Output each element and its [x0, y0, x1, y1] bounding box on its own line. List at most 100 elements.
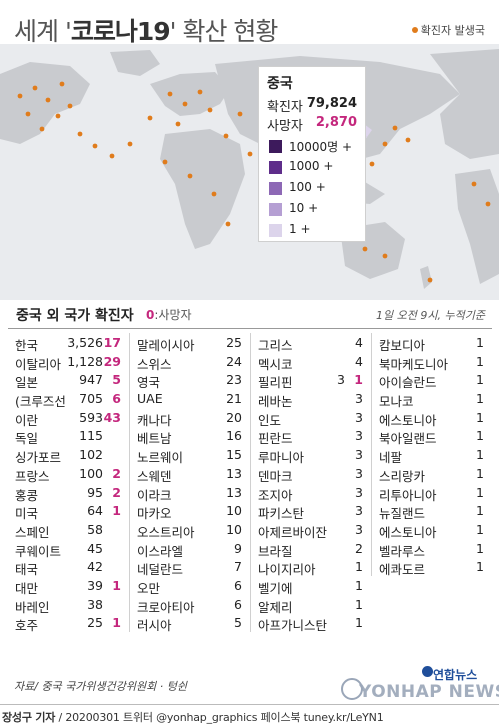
confirmed-count: 1: [476, 409, 484, 425]
confirmed-count: 3: [355, 484, 363, 500]
confirmed-count: 64: [87, 503, 103, 519]
china-box-title: 중국: [267, 76, 293, 92]
country-name: 싱가포르: [15, 450, 62, 466]
country-name: 스리랑카: [379, 468, 426, 484]
confirmed-count: 3,526: [67, 335, 103, 350]
country-table: 한국 3,526 17 이탈리아 1,128 29 일본 947 5 (크루즈선 705 6 이란 593…: [8, 328, 492, 660]
confirmed-count: 4: [355, 353, 363, 369]
country-name: 파키스탄: [258, 506, 305, 522]
country-name: 이란: [15, 412, 39, 428]
table-row: 스페인 58: [8, 520, 129, 540]
confirmed-count: 102: [79, 447, 103, 463]
table-title: 중국 외 국가 확진자: [16, 308, 134, 324]
table-row: 아이슬란드 1: [372, 370, 492, 390]
confirmed-count: 1: [476, 353, 484, 369]
table-row: 스리랑카 1: [372, 464, 492, 484]
table-row: 대만 39 1: [8, 576, 129, 596]
country-name: 일본: [15, 375, 39, 391]
map-legend: 확진자 발생국: [411, 22, 485, 38]
scale-row: 10000명 +: [267, 137, 357, 156]
country-name: 캄보디아: [379, 338, 426, 353]
table-row: 말레이시아 25: [130, 333, 250, 353]
confirmed-count: 3: [355, 428, 363, 444]
confirmed-count: 2: [355, 540, 363, 556]
country-name: 마카오: [137, 506, 172, 522]
scale-row: 1000 +: [267, 158, 357, 177]
country-name: 필리핀: [258, 375, 293, 391]
table-row: 베트남 16: [130, 426, 250, 446]
confirmed-count: 3: [355, 447, 363, 463]
confirmed-count: 705: [79, 391, 103, 407]
table-column: 말레이시아 25 스위스 24 영국 23 UAE 21 캐나다 20 베트남 16 노르웨이 15 스웨덴…: [129, 333, 250, 634]
table-row: 태국 42: [8, 557, 129, 578]
table-row: 파키스탄 3: [251, 501, 371, 522]
scale-swatch: [269, 224, 282, 237]
table-row: 쿠웨이트 45: [8, 539, 129, 559]
confirmed-count: 15: [226, 447, 242, 463]
footer: 장성구 기자 / 20200301 트위터 @yonhap_graphics 페…: [0, 704, 499, 727]
scale-label: 1 +: [289, 222, 311, 236]
country-name: 핀란드: [258, 431, 293, 447]
confirmed-count: 5: [234, 615, 242, 631]
table-row: 레바논 3: [251, 389, 371, 409]
confirmed-count: 42: [87, 559, 103, 575]
death-count: 1: [354, 372, 363, 388]
country-name: 오만: [137, 580, 161, 596]
country-name: 러시아: [137, 618, 172, 634]
table-row: 북마케도니아 1: [372, 352, 492, 372]
country-name: 이탈리아: [15, 356, 62, 372]
country-name: 이라크: [137, 487, 172, 503]
table-column: 한국 3,526 17 이탈리아 1,128 29 일본 947 5 (크루즈선 705 6 이란 593…: [8, 333, 129, 633]
country-name: 미국: [15, 506, 39, 522]
table-row: 바레인 38: [8, 595, 129, 615]
yonhap-logo: 연합뉴스 YONHAP NEWS: [337, 664, 499, 704]
table-row: 필리핀 3 1: [251, 370, 371, 391]
country-name: 이스라엘: [137, 543, 184, 559]
table-row: 핀란드 3: [251, 426, 371, 447]
confirmed-count: 16: [226, 428, 242, 444]
as-of-note: 1일 오전 9시, 누적기준: [376, 309, 485, 322]
country-name: 에스토니아: [379, 524, 437, 540]
china-deaths-label: 사망자: [267, 119, 303, 134]
table-row: 에스토니아 1: [372, 520, 492, 540]
country-name: 에콰도르: [379, 562, 426, 578]
confirmed-count: 6: [234, 596, 242, 612]
country-name: 북아일랜드: [379, 431, 437, 447]
landmass-north-america-east: [430, 49, 499, 159]
table-row: 인도 3: [251, 408, 371, 428]
country-name: 태국: [15, 562, 39, 578]
country-name: 스위스: [137, 356, 172, 372]
confirmed-count: 6: [234, 577, 242, 593]
world-map-svg: [0, 49, 499, 289]
death-count: 6: [112, 391, 121, 407]
confirmed-count: 1: [476, 447, 484, 463]
logo-dot-icon: [422, 666, 433, 677]
confirmed-count: 95: [87, 484, 103, 500]
death-count: 43: [103, 409, 121, 425]
table-row: 네덜란드 7: [130, 557, 250, 578]
country-name: 그리스: [258, 338, 293, 353]
country-name: 크로아티아: [137, 599, 195, 615]
confirmed-count: 1: [476, 540, 484, 556]
table-row: 마카오 10: [130, 501, 250, 522]
country-name: 네덜란드: [137, 562, 184, 578]
country-name: 아프가니스탄: [258, 618, 328, 634]
table-row: 독일 115: [8, 426, 129, 446]
death-count: 2: [112, 465, 121, 481]
country-name: 루마니아: [258, 450, 305, 466]
table-row: 홍콩 95 2: [8, 483, 129, 503]
country-name: 브라질: [258, 543, 293, 559]
confirmed-count: 593: [79, 409, 103, 425]
table-row: 이라크 13: [130, 483, 250, 503]
death-count: 2: [112, 484, 121, 500]
landmass-europe: [150, 72, 230, 116]
table-row: 그리스 4: [251, 333, 371, 353]
table-row: 노르웨이 15: [130, 445, 250, 465]
landmass-north-america: [0, 62, 90, 144]
confirmed-count: 1: [476, 521, 484, 537]
table-row: 이탈리아 1,128 29: [8, 352, 129, 372]
scale-swatch: [269, 203, 282, 216]
table-row: 네팔 1: [372, 445, 492, 465]
confirmed-count: 24: [226, 353, 242, 369]
country-name: 영국: [137, 375, 161, 391]
